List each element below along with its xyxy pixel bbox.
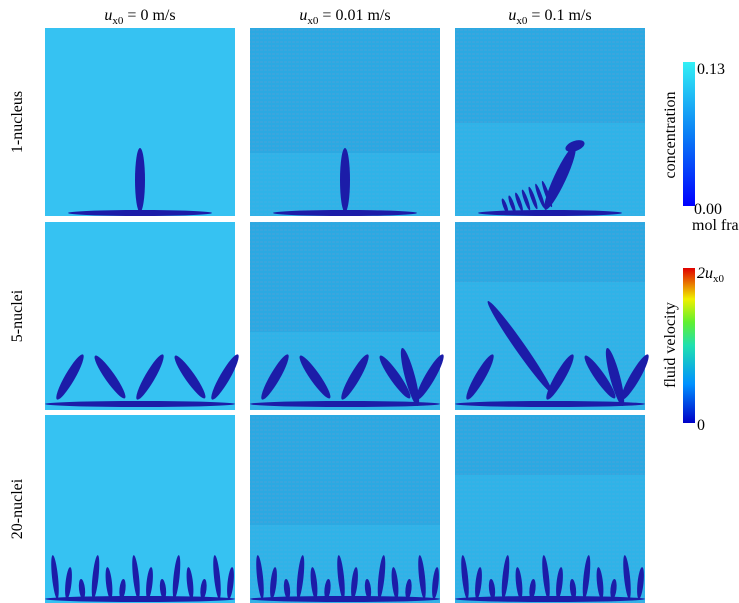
colorbar bbox=[683, 268, 695, 423]
colorbar-min: 0.00 bbox=[694, 201, 722, 218]
flow-field bbox=[455, 222, 645, 282]
header-variable: u bbox=[104, 7, 112, 24]
panel bbox=[250, 28, 440, 216]
panel bbox=[45, 415, 235, 603]
row-labels: 1-nucleus 5-nuclei 20-nuclei bbox=[9, 91, 26, 539]
flow-field bbox=[455, 28, 645, 123]
flow-field bbox=[455, 415, 645, 475]
dendrite bbox=[45, 401, 235, 407]
colorbar bbox=[683, 62, 695, 206]
header-subscript: x0 bbox=[516, 15, 528, 27]
panel bbox=[455, 28, 645, 216]
header-variable: u bbox=[299, 7, 307, 24]
dendrite bbox=[135, 148, 145, 212]
dendrite bbox=[455, 596, 645, 602]
header-value: = 0.1 m/s bbox=[527, 7, 591, 24]
dendrite bbox=[455, 401, 645, 407]
colorbar-min: 0 bbox=[697, 417, 705, 434]
flow-field bbox=[250, 28, 440, 153]
panel bbox=[250, 415, 440, 603]
panel bbox=[45, 222, 242, 410]
colorbar-label: concentration bbox=[662, 91, 679, 178]
header-subscript: x0 bbox=[307, 15, 319, 27]
column-header: ux0 = 0.1 m/s bbox=[508, 7, 591, 27]
column-header: ux0 = 0.01 m/s bbox=[299, 7, 390, 27]
panel bbox=[45, 28, 235, 216]
panel-grid bbox=[45, 28, 652, 603]
dendrite bbox=[45, 596, 235, 602]
flow-field bbox=[250, 525, 440, 603]
panel bbox=[455, 415, 645, 603]
figure: ux0 = 0 m/sux0 = 0.01 m/sux0 = 0.1 m/s 1… bbox=[0, 0, 739, 603]
dendrite bbox=[250, 596, 440, 602]
row-label: 20-nuclei bbox=[9, 478, 26, 539]
header-value: = 0 m/s bbox=[123, 7, 175, 24]
header-value: = 0.01 m/s bbox=[318, 7, 390, 24]
flow-field bbox=[250, 222, 440, 332]
velocity-colorbar: 2ux0 0 fluid velocity bbox=[662, 265, 725, 434]
panel-background bbox=[45, 415, 235, 603]
colorbar-max: 0.13 bbox=[697, 61, 725, 78]
header-subscript: x0 bbox=[112, 15, 124, 27]
dendrite bbox=[250, 401, 440, 407]
column-header: ux0 = 0 m/s bbox=[104, 7, 175, 27]
panel-background bbox=[45, 222, 235, 410]
flow-field bbox=[250, 415, 440, 525]
row-label: 1-nucleus bbox=[9, 91, 26, 153]
dendrite bbox=[340, 148, 350, 212]
panel bbox=[455, 222, 652, 410]
panel bbox=[250, 222, 447, 410]
row-label: 5-nuclei bbox=[9, 289, 26, 342]
dendrite bbox=[478, 210, 622, 216]
header-variable: u bbox=[508, 7, 516, 24]
colorbar-max: 2ux0 bbox=[697, 265, 725, 285]
colorbar-label: fluid velocity bbox=[662, 302, 679, 388]
